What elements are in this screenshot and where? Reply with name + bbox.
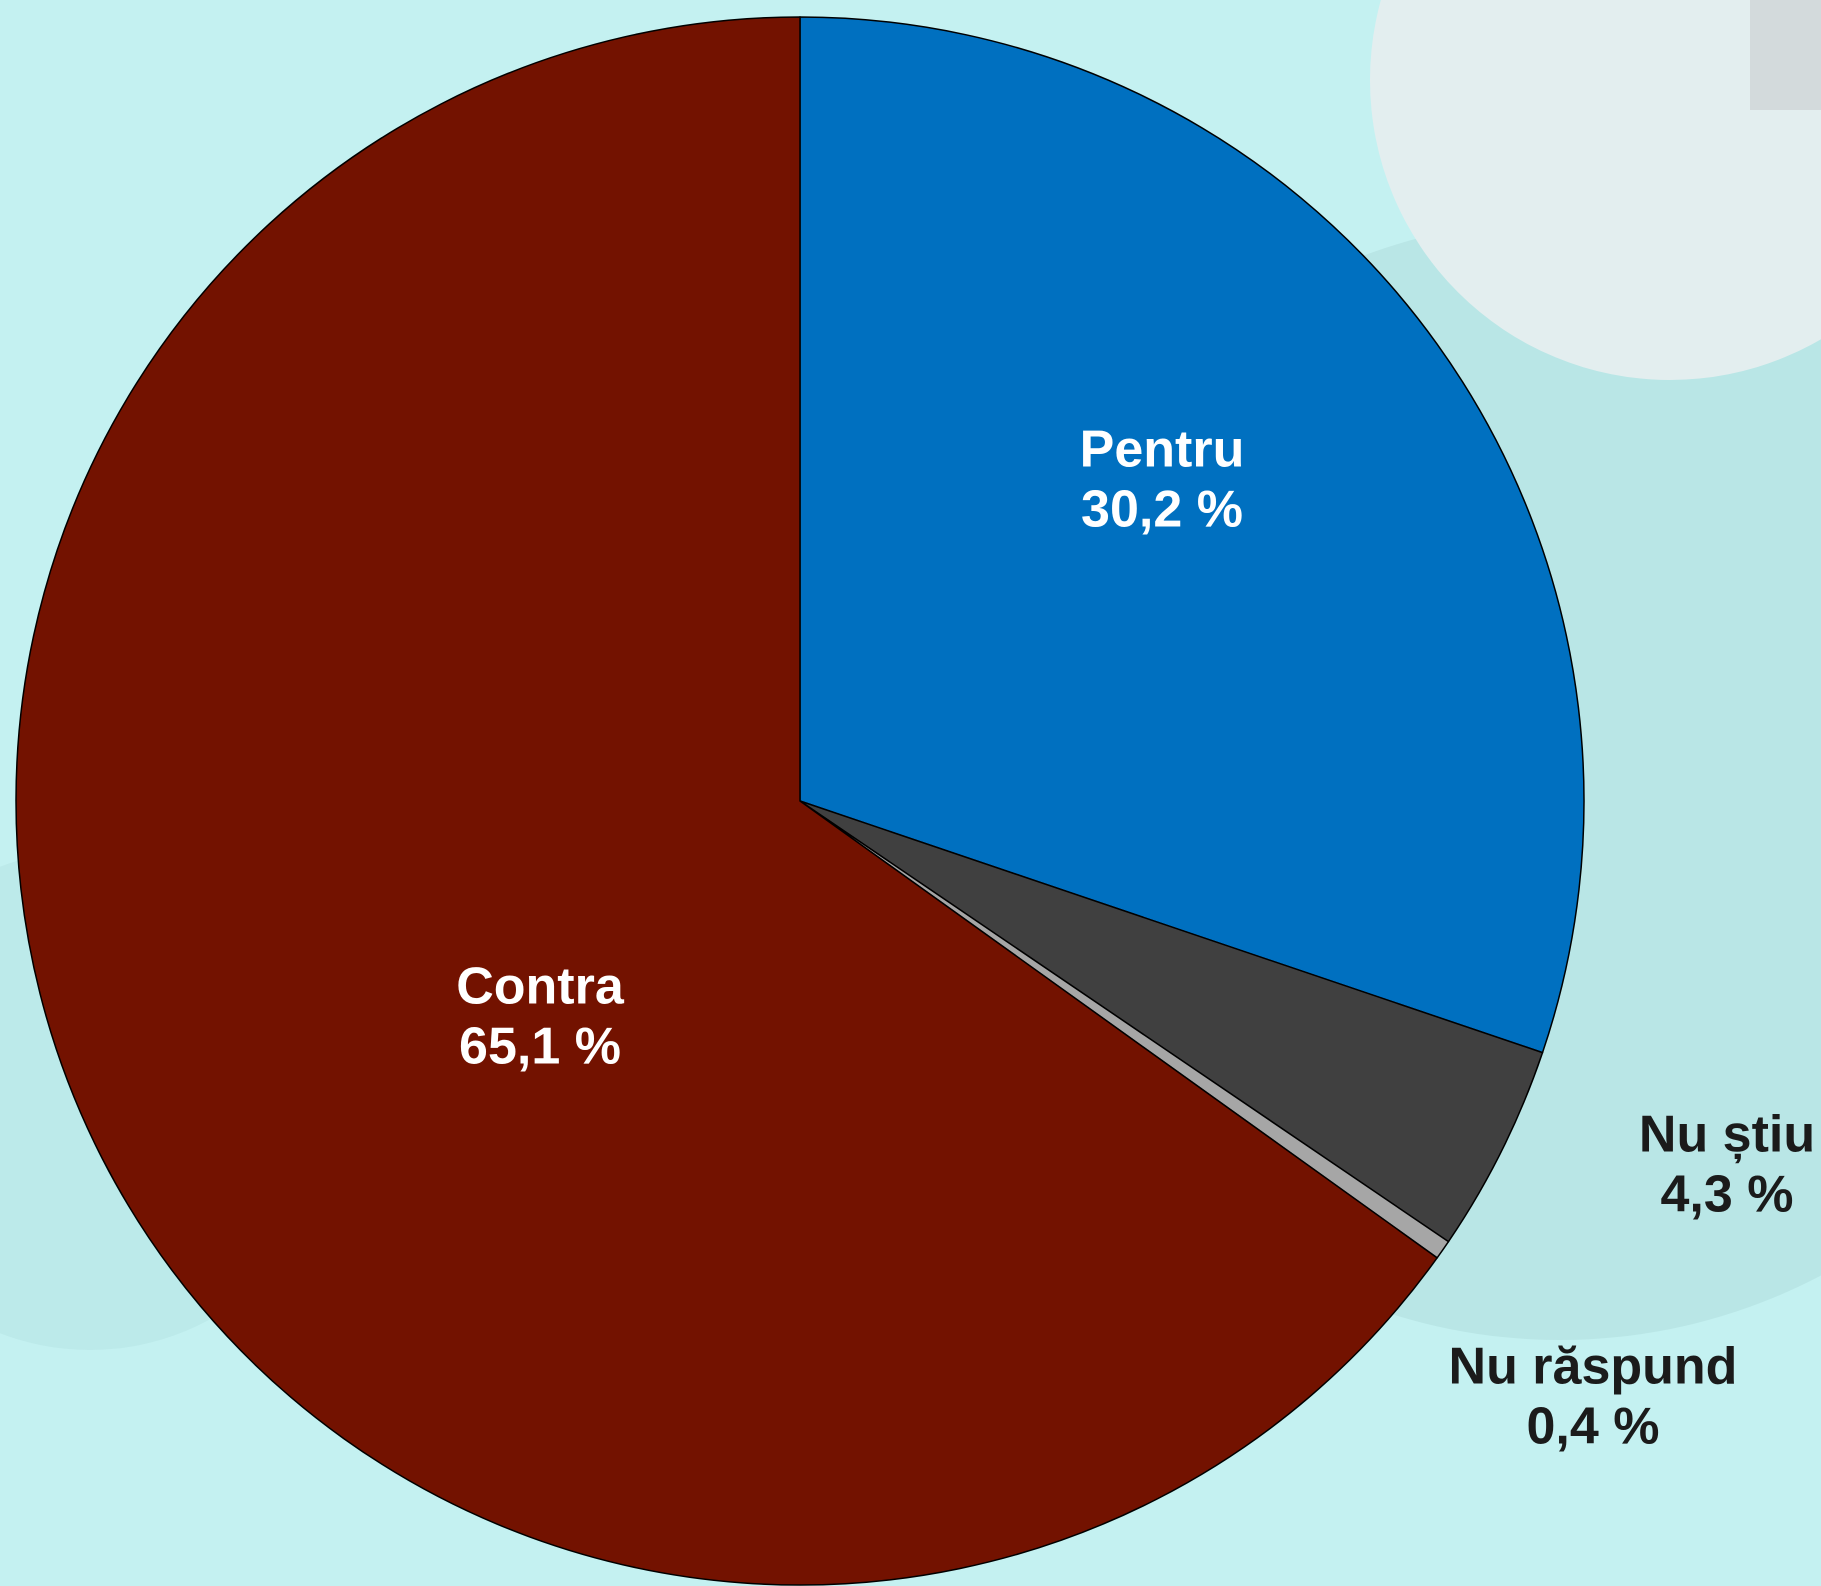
- pie-slice: [799, 800, 1544, 1243]
- pie-slice: [799, 16, 1585, 1054]
- slice-label: Pentru: [1080, 421, 1245, 479]
- decor-vial: [1370, 0, 1821, 380]
- value-label: 65,1 %: [459, 1018, 621, 1076]
- value-label: 30,2 %: [1081, 481, 1243, 539]
- value-label: 0,4 %: [1527, 1398, 1660, 1456]
- value-label: 4,3 %: [1661, 1166, 1794, 1224]
- slice-label: Nu răspund: [1449, 1338, 1738, 1396]
- slice-label: Nu știu: [1639, 1106, 1815, 1164]
- slice-label: Contra: [456, 958, 625, 1016]
- pie: [15, 16, 1585, 1586]
- pie-slice: [15, 16, 1439, 1586]
- decor-vial-label: [1750, 0, 1821, 110]
